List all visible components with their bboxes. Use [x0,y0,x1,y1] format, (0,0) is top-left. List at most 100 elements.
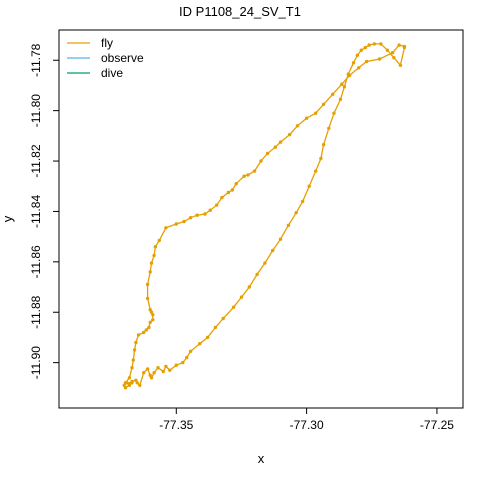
data-point-fly [319,156,323,161]
data-point-fly [385,48,390,52]
data-point-fly [220,195,224,200]
data-point-fly [342,85,347,89]
data-point-fly [397,43,401,47]
data-point-fly [135,381,139,385]
data-point-fly [134,340,138,345]
y-tick-label: -11.82 [29,144,43,177]
data-point-fly [203,212,207,216]
x-tick-label: -77.25 [420,418,454,432]
data-point-fly [252,169,257,173]
data-point-fly [265,151,270,156]
data-point-fly [402,45,407,50]
data-point-fly [331,92,335,97]
data-point-fly [363,45,367,50]
data-point-fly [278,140,283,144]
data-point-fly [131,358,135,362]
data-point-fly [304,116,309,120]
data-point-fly [153,245,158,249]
data-point-fly [157,238,161,243]
data-point-fly [246,173,250,177]
data-point-fly [231,305,236,309]
data-point-fly [164,226,168,230]
data-point-fly [351,61,356,65]
data-point-fly [390,51,395,55]
data-point-fly [198,342,202,346]
data-point-fly [148,320,152,324]
data-point-fly [340,82,344,86]
data-point-fly [132,348,137,352]
y-tick-label: -11.90 [29,346,43,379]
data-point-fly [148,373,152,377]
data-point-fly [174,222,178,226]
chart-title: ID P1108_24_SV_T1 [179,4,301,19]
legend-label-observe: observe [101,51,144,65]
data-point-fly [205,335,210,340]
data-point-fly [161,369,165,374]
x-axis-label: x [258,451,265,466]
data-point-fly [271,248,275,253]
plot-area [122,42,407,390]
data-point-fly [377,57,382,61]
data-point-fly [123,386,128,390]
data-point-fly [149,376,154,380]
data-point-fly [127,376,132,380]
y-tick-label: -11.88 [29,295,43,328]
data-point-fly [321,102,326,107]
data-point-fly [127,382,132,386]
data-point-fly [247,285,251,289]
data-point-fly [359,48,363,52]
data-point-fly [364,59,369,64]
data-point-fly [145,282,150,287]
x-tick-label: -77.30 [290,418,324,432]
data-point-fly [314,169,318,173]
data-point-fly [164,364,168,369]
data-point-fly [234,182,238,186]
y-tick-label: -11.86 [29,245,43,278]
data-point-fly [151,318,155,322]
axes: -77.35 -77.30 -77.25 -11.78 -11.80 -11.82 -11.… [29,43,454,432]
data-point-fly [148,270,152,274]
data-point-fly [149,261,154,265]
data-point-fly [156,366,160,370]
data-point-fly [134,378,138,382]
data-point-fly [145,296,150,301]
y-tick-label: -11.80 [29,94,43,127]
data-point-fly [174,363,178,367]
data-point-fly [355,53,360,57]
data-point-fly [168,368,172,372]
data-point-fly [338,97,343,102]
data-point-fly [122,383,126,387]
data-point-fly [181,360,185,365]
data-point-fly [379,42,383,46]
data-point-fly [149,310,154,314]
data-point-fly [301,199,305,204]
data-point-fly [273,145,277,149]
data-point-fly [239,295,244,299]
data-point-fly [294,211,298,215]
legend-label-dive: dive [101,66,123,80]
data-point-fly [142,330,146,335]
data-point-fly [263,261,267,265]
data-point-fly [215,203,219,207]
data-point-fly [147,325,151,330]
data-point-fly [242,174,246,178]
y-axis-label: y [0,215,15,222]
data-point-fly [230,188,234,192]
data-point-fly [221,316,225,321]
data-point-fly [148,308,152,312]
data-point-fly [372,42,377,46]
data-point-fly [259,159,263,163]
data-point-fly [346,72,350,76]
data-point-fly [288,132,292,137]
data-point-fly [144,328,148,332]
data-point-fly [226,190,231,195]
data-point-fly [152,371,156,375]
data-point-fly [188,349,193,353]
data-point-fly [182,219,186,224]
data-point-fly [125,381,129,385]
data-point-fly [327,126,331,130]
data-point-fly [130,379,134,384]
data-point-fly [136,333,141,337]
